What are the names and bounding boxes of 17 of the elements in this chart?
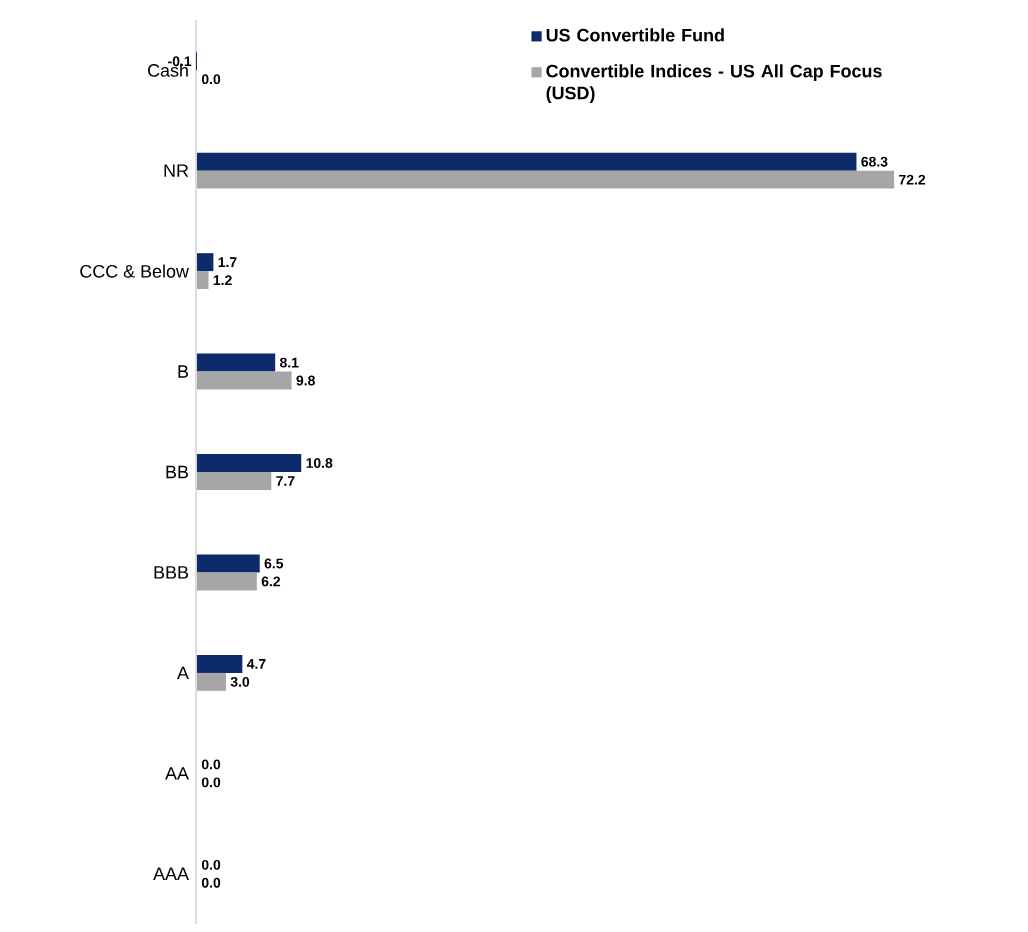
bar xyxy=(196,454,302,472)
bar xyxy=(196,353,276,372)
bar xyxy=(196,554,260,573)
bar xyxy=(196,654,243,673)
bar xyxy=(196,152,857,171)
y-tick-label: BB xyxy=(166,465,189,479)
y-tick-label: CCC & Below xyxy=(80,264,189,278)
legend-label: Convertible Indices - US All Cap Focus (USD) xyxy=(546,64,882,103)
y-tick-label: Cash xyxy=(148,63,188,77)
y-tick-label: NR xyxy=(164,164,189,177)
y-tick-label: A xyxy=(177,666,189,680)
legend-label: US Convertible Fund xyxy=(546,28,724,42)
y-tick-label: B xyxy=(178,365,189,378)
y-tick-label: AAA xyxy=(153,867,189,880)
y-tick-label: AA xyxy=(165,767,189,780)
bar xyxy=(196,253,214,272)
y-tick-label: BBB xyxy=(154,566,189,579)
